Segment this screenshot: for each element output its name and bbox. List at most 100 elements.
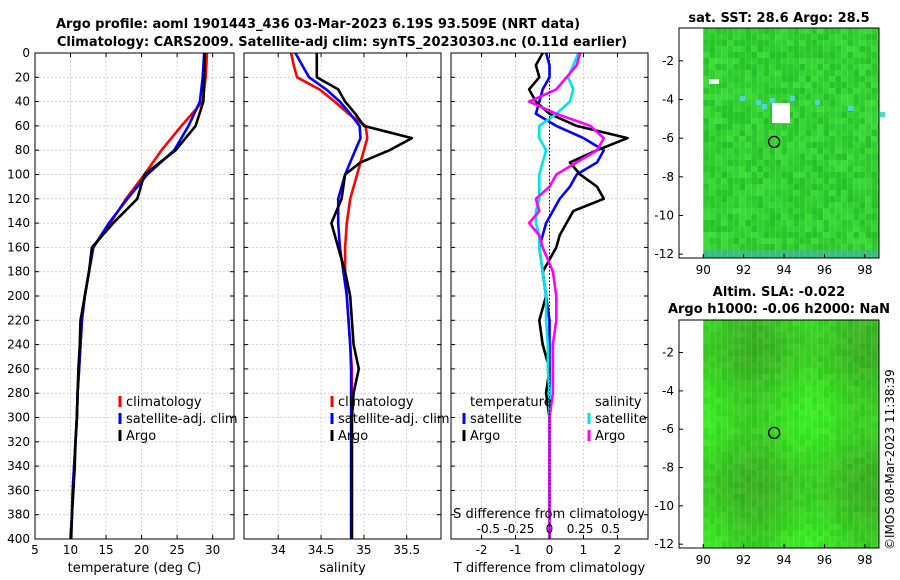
map-cell [817, 368, 824, 374]
map-cell [793, 130, 800, 136]
map-cell [709, 482, 716, 488]
map-cell [829, 488, 836, 494]
map-cell [739, 524, 746, 530]
map-cell [877, 46, 879, 52]
map-cell [793, 244, 800, 250]
map-cell [781, 88, 788, 94]
map-cell [751, 256, 758, 258]
map-cell [829, 202, 836, 208]
map-cell [727, 238, 734, 244]
map-cell [727, 392, 734, 398]
map-cell [859, 28, 866, 34]
map-cell [709, 440, 716, 446]
map-cell [703, 94, 710, 100]
map-cell [805, 542, 812, 548]
map-cell [751, 446, 758, 452]
map-cell [733, 40, 740, 46]
map-cell [877, 518, 879, 524]
map-cell [817, 320, 824, 326]
map-cell [727, 350, 734, 356]
map-cell [847, 148, 854, 154]
map-cell [727, 356, 734, 362]
map-cell [835, 136, 842, 142]
map-cell [847, 76, 854, 82]
map-cell [781, 380, 788, 386]
map-cell [739, 172, 746, 178]
map-cell [733, 470, 740, 476]
map-cell [823, 82, 830, 88]
map-cell [703, 112, 710, 118]
map-cell [763, 40, 770, 46]
legend-difference: temperature salinitysatelliteArgosatellit… [453, 395, 647, 536]
map-cell [853, 524, 860, 530]
map-cell [865, 506, 872, 512]
map-cell [709, 202, 716, 208]
map-cell [865, 392, 872, 398]
map-cell [871, 362, 878, 368]
map-cell [871, 112, 878, 118]
map-cell [721, 100, 728, 106]
map-cell [859, 148, 866, 154]
map-cell [733, 160, 740, 166]
legend-label: Argo [338, 429, 368, 444]
map-cell [763, 326, 770, 332]
map-cell [811, 46, 818, 52]
map-cell [823, 392, 830, 398]
map-cell [727, 250, 734, 256]
map-cell [859, 446, 866, 452]
map-cell [871, 118, 878, 124]
map-cell [715, 434, 722, 440]
map-cell [769, 214, 776, 220]
map-cell [721, 178, 728, 184]
map-cell [715, 178, 722, 184]
map-cell [823, 512, 830, 518]
map-cell [721, 226, 728, 232]
map-cell [859, 256, 866, 258]
map-cell [787, 476, 794, 482]
map-cell [799, 518, 806, 524]
map-cell [733, 256, 740, 258]
map-cell [829, 530, 836, 536]
map-cell [751, 58, 758, 64]
map-cell [811, 416, 818, 422]
x-tick-label: 1 [580, 543, 588, 557]
map-cell [763, 238, 770, 244]
map-cell [805, 332, 812, 338]
map-cell [727, 142, 734, 148]
y-tick-label: 340 [7, 459, 30, 473]
map-cell [721, 356, 728, 362]
map-cell [865, 488, 872, 494]
map-cell [787, 392, 794, 398]
map-cell [847, 542, 854, 548]
map-cell [769, 166, 776, 172]
map-cell [793, 512, 800, 518]
map-cell [841, 422, 848, 428]
map-cell [751, 220, 758, 226]
map-cell [751, 404, 758, 410]
map-cell [811, 470, 818, 476]
map-cell [787, 344, 794, 350]
map-cell [745, 416, 752, 422]
x-tick-label: 90 [696, 553, 711, 567]
map-cell [745, 440, 752, 446]
map-cell [775, 452, 782, 458]
map-cell [829, 386, 836, 392]
map-cell [847, 446, 854, 452]
map-cell [733, 64, 740, 70]
map-cell [811, 88, 818, 94]
map-cell [721, 332, 728, 338]
map-cell [841, 106, 848, 112]
map-cell [805, 416, 812, 422]
map-cell [799, 320, 806, 326]
map-cell [727, 494, 734, 500]
map-cell [835, 166, 842, 172]
map-cell [745, 530, 752, 536]
map-cell [871, 350, 878, 356]
map-cell [763, 338, 770, 344]
map-cell [799, 214, 806, 220]
map-cell [829, 184, 836, 190]
map-cell [817, 190, 824, 196]
map-cell [877, 142, 879, 148]
map-cell [775, 320, 782, 326]
map-cell [853, 106, 860, 112]
